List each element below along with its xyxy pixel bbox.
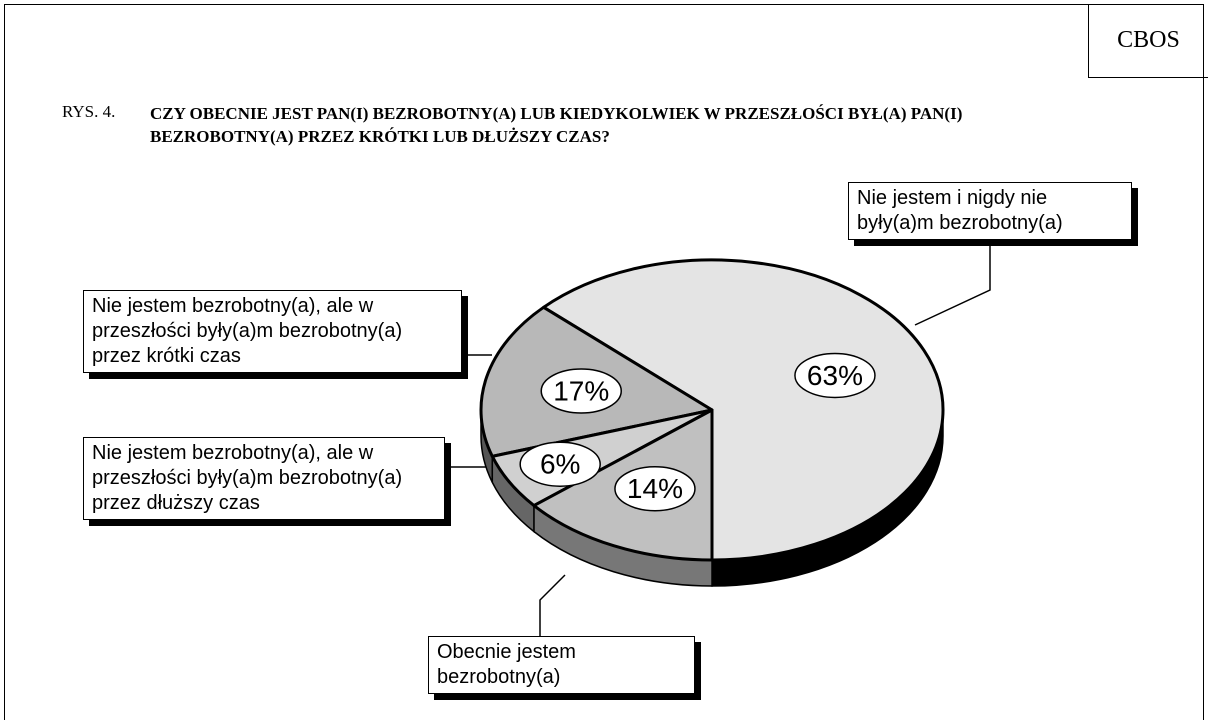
category-label: Nie jestem bezrobotny(a), ale w przeszło… <box>83 437 445 520</box>
category-label: Nie jestem i nigdy nie były(a)m bezrobot… <box>848 182 1132 240</box>
chart-title: CZY OBECNIE JEST PAN(I) BEZROBOTNY(A) LU… <box>150 104 963 146</box>
value-label-bg <box>540 368 622 414</box>
figure-number: RYS. 4. <box>62 102 116 121</box>
category-label: Obecnie jestem bezrobotny(a) <box>428 636 695 694</box>
value-label: 14% <box>627 473 683 504</box>
category-label: Nie jestem bezrobotny(a), ale w przeszło… <box>83 290 462 373</box>
value-label-bg <box>794 352 876 399</box>
value-label-bg <box>519 441 601 487</box>
value-label: 63% <box>807 360 863 391</box>
value-label: 17% <box>553 375 609 406</box>
slice <box>542 258 945 562</box>
value-label-bg <box>614 465 696 512</box>
value-label: 6% <box>540 449 580 480</box>
source: CBOS <box>1088 4 1208 78</box>
frame <box>4 4 1204 720</box>
